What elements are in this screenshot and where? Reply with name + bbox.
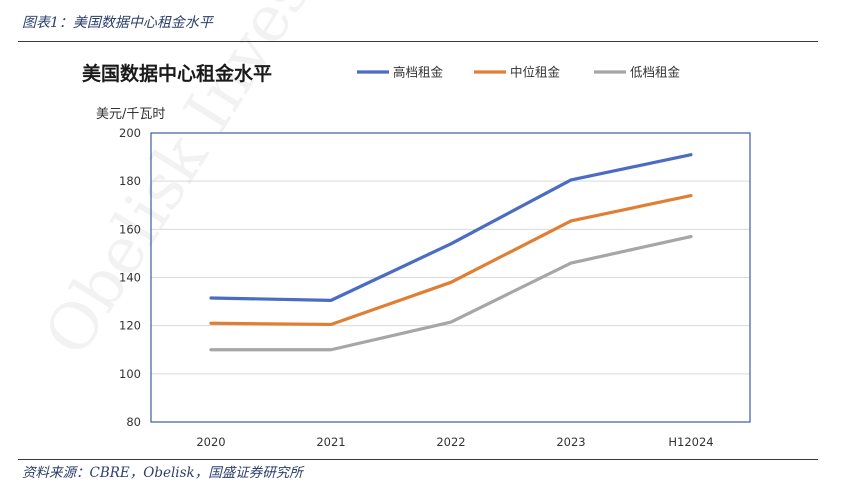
bottom-rule [18,459,818,460]
y-tick-label: 160 [119,222,141,236]
chart-title: 美国数据中心租金水平 [82,62,272,85]
plot-border [150,132,751,423]
series-line-1 [209,153,693,302]
series-line-3 [209,234,693,352]
legend: 高档租金 中位租金 低档租金 [357,65,681,80]
source-note: 资料来源：CBRE，Obelisk，国盛证券研究所 [22,465,303,481]
legend-label: 低档租金 [630,65,681,80]
series-line-2 [209,194,693,327]
y-tick-label: 180 [119,174,141,188]
y-tick-label: 140 [119,271,141,285]
plot-area: 80 100 120 140 160 180 200 2020 2021 2022 2023 H120… [119,126,751,449]
legend-label: 中位租金 [510,65,561,80]
x-tick-label: 2020 [196,435,225,449]
legend-label: 高档租金 [393,65,444,80]
x-tick-label: 2021 [316,435,345,449]
x-tick-label: 2022 [436,435,465,449]
x-tick-label: H12024 [668,435,713,449]
y-axis-label: 美元/千瓦时 [96,107,165,122]
y-tick-label: 100 [119,367,141,381]
top-rule [18,41,818,42]
y-tick-label: 120 [119,319,141,333]
x-tick-label: 2023 [556,435,585,449]
y-tick-label: 200 [119,126,141,140]
figure-caption: 图表1：美国数据中心租金水平 [22,15,213,31]
y-tick-label: 80 [126,415,141,429]
